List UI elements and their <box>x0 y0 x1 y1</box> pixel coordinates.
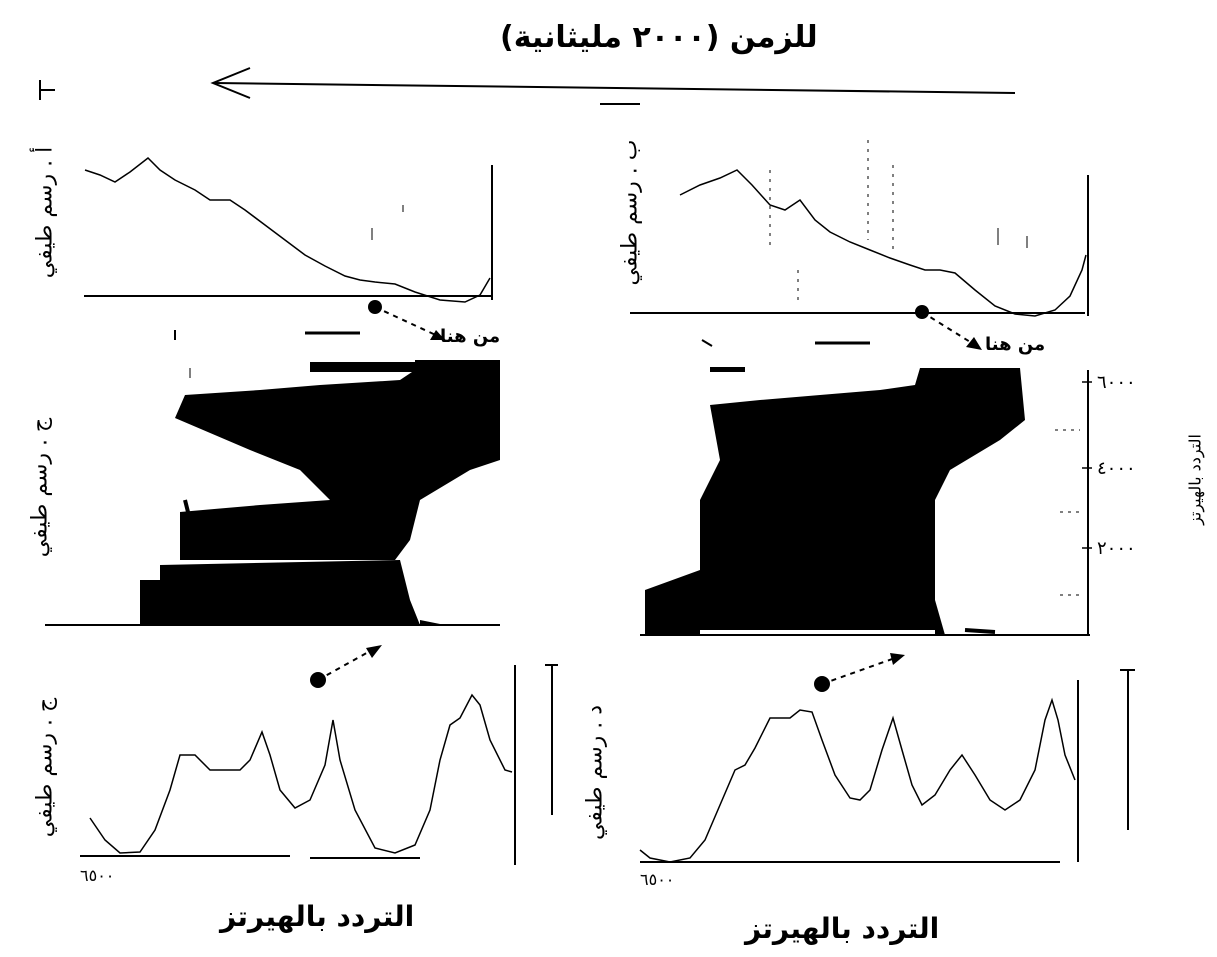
xlabel-left: التردد بالهيرتز <box>220 900 415 933</box>
panel-b-waveform <box>600 103 1089 347</box>
freq-tick-4000: ٤٠٠٠ <box>1097 458 1136 479</box>
ylabel-c: ج . رسم طيفي <box>27 417 53 558</box>
freq-axis-label: التردد بالهيرتز <box>1185 434 1205 525</box>
time-arrow <box>210 67 1016 99</box>
xlabel-right: التردد بالهيرتز <box>745 912 940 945</box>
panel-c-spectrogram <box>45 360 500 626</box>
bottom-tick-left: ٦٥٠٠ <box>80 866 115 885</box>
pointer-arrow-bottom-left <box>310 645 382 688</box>
panel-e-spectrum <box>80 664 558 865</box>
ylabel-f: د . رسم طيفي <box>582 704 608 841</box>
panel-f-spectrum <box>639 669 1135 863</box>
annotation-from-here-right: من هنا <box>985 334 1046 355</box>
freq-tick-6000: ٦٠٠٠ <box>1097 372 1136 393</box>
pointer-arrow-top-left <box>368 300 445 340</box>
ylabel-b: ب . رسم طيفي <box>617 139 643 286</box>
ylabel-a: أ . رسم طيفي <box>32 146 58 279</box>
ylabel-e: ج . رسم طيفي <box>32 697 58 838</box>
panel-d-spectrogram <box>640 367 1092 636</box>
panel-a-waveform <box>39 80 493 340</box>
bottom-tick-right: ٦٥٠٠ <box>640 870 675 889</box>
pointer-arrow-top-right <box>915 305 982 350</box>
annotation-from-here-left: من هنا <box>440 326 501 347</box>
freq-tick-2000: ٢٠٠٠ <box>1097 538 1136 559</box>
pointer-arrow-bottom-right <box>814 653 905 692</box>
figure-title: للزمن (٢٠٠٠ مليثانية) <box>500 20 818 55</box>
